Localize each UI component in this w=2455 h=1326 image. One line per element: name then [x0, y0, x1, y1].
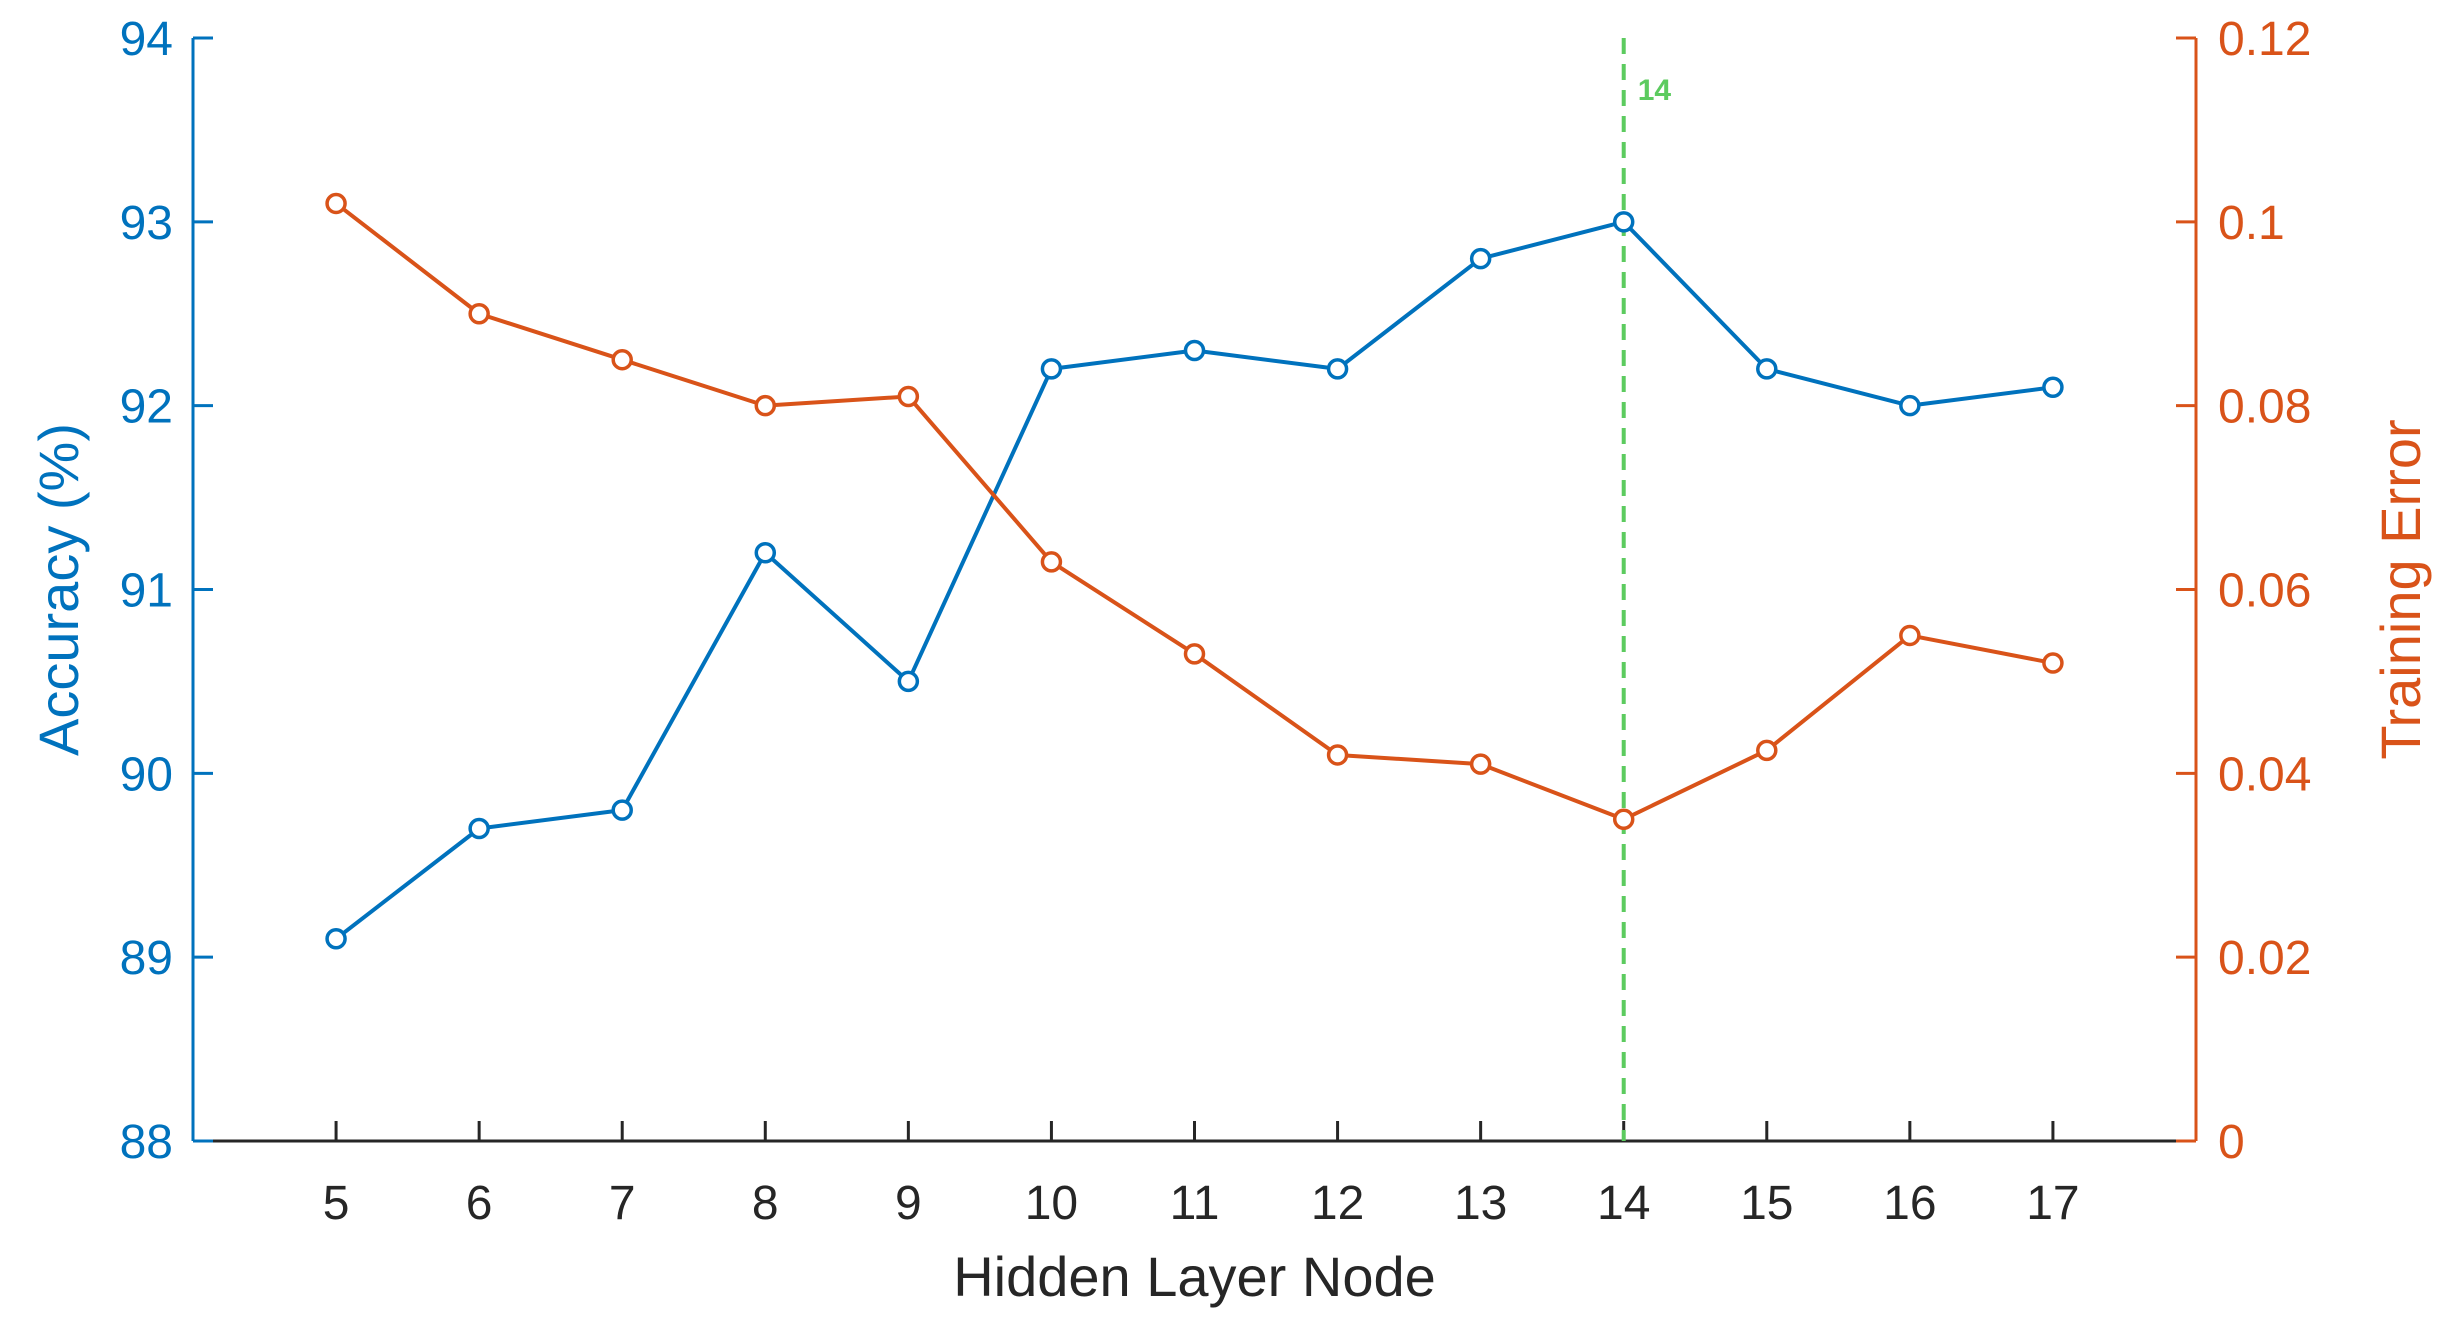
x-tick-label: 17: [2026, 1177, 2079, 1230]
x-tick-label: 8: [752, 1177, 779, 1230]
data-point-left: [1040, 358, 1063, 380]
data-point-left: [2042, 376, 2064, 399]
data-point-left: [1899, 394, 1921, 417]
x-axis-title: Hidden Layer Node: [953, 1245, 1436, 1308]
y-right-tick-label: 0: [2218, 1116, 2245, 1169]
data-point-left: [897, 670, 920, 693]
data-point-right: [325, 192, 347, 215]
x-tick-label: 14: [1597, 1177, 1650, 1230]
y-left-tick-label: 90: [120, 748, 173, 801]
y-right-tick-label: 0.08: [2218, 381, 2311, 434]
data-point-left: [1756, 358, 1778, 380]
reference-line-group: 14: [1621, 38, 1672, 1141]
data-point-right: [2042, 652, 2064, 674]
y-left-tick-label: 88: [120, 1116, 173, 1169]
y-left-tick-label: 89: [120, 932, 173, 985]
x-tick-label: 7: [609, 1177, 636, 1230]
x-tick-label: 15: [1740, 1177, 1793, 1230]
y-right-tick-label: 0.12: [2218, 13, 2311, 66]
data-point-right: [1040, 551, 1063, 573]
data-point-right: [897, 385, 920, 408]
y-right-tick-label: 0.06: [2218, 565, 2311, 618]
data-point-right: [611, 348, 633, 371]
x-tick-label: 5: [323, 1177, 350, 1230]
data-point-left: [1326, 358, 1349, 380]
series-group: [325, 192, 2064, 950]
series-line-right: [334, 201, 2054, 822]
data-point-left: [1183, 339, 1206, 362]
x-tick-label: 13: [1454, 1177, 1507, 1230]
y-right-tick-label: 0.02: [2218, 932, 2311, 985]
y-left-tick-label: 91: [120, 565, 173, 618]
x-tick-label: 10: [1025, 1177, 1078, 1230]
reference-line-label: 14: [1638, 74, 1672, 107]
y-axis-right-title: Training Error: [2369, 419, 2432, 759]
y-axis-left-title: Accuracy (%): [27, 423, 90, 756]
series-line-left: [334, 219, 2054, 941]
y-left-tick-label: 94: [120, 13, 173, 66]
data-point-left: [1612, 211, 1635, 233]
axes: 5 6 7 8 9 10 11 12 13 14 15 16 178889909192939400.02…: [120, 13, 2312, 1230]
data-point-right: [1469, 753, 1492, 775]
y-right-tick-label: 0.04: [2218, 748, 2311, 801]
data-point-right: [1899, 624, 1921, 647]
x-tick-label: 16: [1883, 1177, 1936, 1230]
x-tick-label: 9: [895, 1177, 922, 1230]
data-point-right: [1612, 808, 1635, 831]
data-point-right: [1326, 744, 1349, 766]
data-point-right: [1183, 643, 1206, 665]
data-point-left: [1469, 247, 1492, 270]
x-tick-label: 11: [1170, 1177, 1220, 1230]
y-right-tick-label: 0.1: [2218, 197, 2285, 250]
data-point-left: [611, 799, 633, 821]
data-point-right: [754, 394, 777, 417]
data-point-left: [325, 928, 347, 950]
x-tick-label: 6: [466, 1177, 493, 1230]
data-point-right: [1756, 739, 1778, 762]
y-left-tick-label: 93: [120, 197, 173, 250]
x-tick-label: 12: [1311, 1177, 1364, 1230]
data-point-left: [468, 817, 490, 840]
data-point-left: [754, 541, 777, 564]
y-left-tick-label: 92: [120, 381, 173, 434]
data-point-right: [468, 303, 490, 325]
